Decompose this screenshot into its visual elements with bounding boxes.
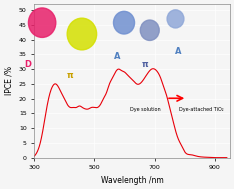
Text: A: A — [114, 52, 120, 61]
Text: π: π — [142, 60, 148, 69]
X-axis label: Wavelength /nm: Wavelength /nm — [101, 176, 163, 185]
Text: Dye solution: Dye solution — [130, 107, 160, 112]
Text: π: π — [67, 71, 73, 80]
Text: Dye-attached TiO₂: Dye-attached TiO₂ — [179, 107, 223, 112]
Text: A: A — [175, 46, 181, 56]
Text: D: D — [25, 60, 32, 69]
Y-axis label: IPCE /%: IPCE /% — [4, 66, 13, 95]
